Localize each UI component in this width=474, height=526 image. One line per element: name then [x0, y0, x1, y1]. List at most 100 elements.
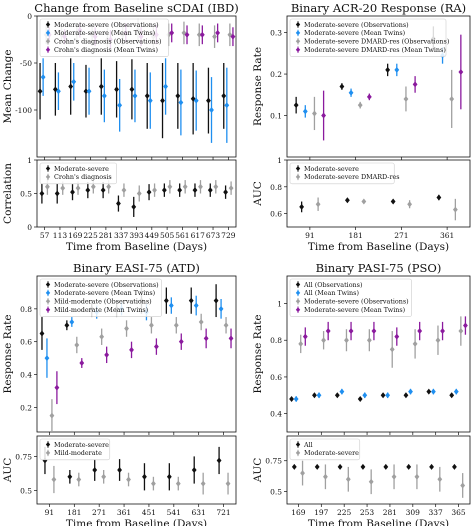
- chart-0-top-legend-box: [39, 18, 169, 57]
- chart-3-top-point: [325, 328, 331, 335]
- chart-0-top-point: [178, 99, 184, 106]
- chart-1-top-legend-box: [289, 18, 447, 57]
- chart-2-top-series-0: [39, 284, 219, 350]
- chart-0-bottom-point: [90, 183, 96, 190]
- chart-2-top-point: [44, 355, 50, 362]
- chart-2-bottom-point: [175, 480, 181, 487]
- chart-1-top-ytick-label-0: 0.1: [270, 112, 282, 121]
- chart-3-top-legend-label-0: All (Observations): [303, 281, 362, 289]
- chart-1-bottom-legend-swatch: [295, 174, 301, 180]
- chart-0-bottom-point: [70, 189, 75, 196]
- chart-2-top-point: [79, 360, 85, 367]
- chart-0-top-legend-label-2: Crohn's diagnosis (Observations): [54, 38, 161, 46]
- chart-0-bottom-point: [177, 187, 183, 194]
- chart-3-top-point: [339, 388, 345, 395]
- chart-3-top-point: [417, 328, 423, 335]
- chart-2-top-point: [193, 302, 199, 309]
- chart-3-bottom-point: [437, 476, 443, 483]
- chart-2-bottom-point: [166, 473, 172, 480]
- chart-2-top-point: [218, 305, 224, 312]
- chart-3-bottom-legend-label-0: All: [303, 441, 313, 449]
- chart-0-top-point: [224, 102, 230, 109]
- chart-3-top-point: [463, 322, 468, 329]
- chart-0-title: Change from Baseline sCDAI (IBD): [34, 1, 238, 15]
- chart-3-top-series-3: [302, 316, 468, 346]
- chart-2-top-point: [129, 346, 134, 353]
- chart-0-top-legend-label-0: Moderate-severe (Observations): [54, 21, 159, 29]
- chart-2-top-point: [49, 412, 55, 419]
- chart-1-bottom-xtick-label-0: 91: [305, 231, 315, 240]
- chart-2-bottom-legend-label-1: Mild-moderate: [54, 449, 102, 457]
- chart-0-bottom-xtick-label-3: 225: [83, 231, 98, 240]
- chart-0-bottom-point: [207, 187, 213, 194]
- chart-2-bottom-legend-box: [39, 438, 111, 461]
- chart-2-top-point: [178, 338, 184, 345]
- chart-0-top-point: [193, 97, 199, 104]
- chart-0-bottom-xtick-label-2: 169: [68, 231, 83, 240]
- chart-0-bottom-point: [85, 187, 91, 194]
- chart-2-top-point: [154, 343, 159, 350]
- chart-0-top-point: [114, 86, 119, 93]
- chart-3-bottom-point: [429, 463, 434, 470]
- chart-0-bottom-xtick-label-11: 673: [206, 231, 221, 240]
- chart-0-top-point: [83, 88, 89, 95]
- chart-3-top-point: [298, 340, 304, 347]
- chart-0-top-point: [86, 88, 92, 95]
- chart-0-top-series-0: [37, 58, 227, 139]
- chart-1-bottom-ylabel: AUC: [252, 181, 264, 206]
- chart-0-top-point: [230, 33, 236, 40]
- chart-0-bottom-point: [146, 189, 152, 196]
- chart-3-top-point: [366, 337, 372, 344]
- chart-1: Binary ACR-20 Response (RA) 0.1 0.2 0.3 Resp…: [252, 1, 471, 253]
- chart-1-bottom-ytick-label-0: 0.6: [270, 210, 282, 219]
- chart-2-xlabel: Time from Baseline (Days): [66, 518, 207, 526]
- chart-0-bottom-xtick-label-1: 113: [53, 231, 68, 240]
- chart-0-top-point: [101, 92, 107, 99]
- chart-2-bottom-legend-swatch: [45, 450, 51, 456]
- chart-1-bottom-series-0: [299, 194, 442, 213]
- chart-2-top-legend-swatch: [45, 282, 51, 287]
- chart-1-bottom-point: [361, 198, 367, 205]
- chart-3-bottom-ytick-label-1: 0.75: [265, 457, 282, 466]
- chart-0-bottom-ylabel: Correlation: [2, 163, 14, 224]
- chart-3-top-ytick-label-2: 0.8: [270, 336, 282, 345]
- chart-3-top-ytick-label-0: 0.4: [270, 410, 282, 419]
- chart-1-top-point: [348, 89, 354, 96]
- chart-2: Binary EASI-75 (ATD) 0.2 0.4 0.6 0.8 Response…: [2, 261, 237, 526]
- chart-3-top-ytick-label-3: 1: [277, 300, 282, 309]
- chart-1-bottom-point: [344, 197, 350, 204]
- chart-3-top-ytick-label-1: 0.6: [270, 373, 282, 382]
- chart-0-top-point: [71, 78, 77, 85]
- chart-3-top-point: [344, 337, 349, 344]
- chart-3-bottom-point: [314, 463, 320, 470]
- chart-2-bottom-point: [151, 480, 156, 487]
- chart-0-top-point: [147, 97, 153, 104]
- chart-0-top-point: [190, 95, 196, 102]
- chart-1-top-legend-swatch: [295, 38, 301, 44]
- chart-0-bottom-point: [192, 187, 198, 194]
- chart-0-bottom-xtick-label-5: 337: [114, 231, 129, 240]
- chart-0-top-point: [117, 102, 123, 109]
- chart-0-bottom-point: [106, 183, 112, 190]
- chart-1-top-ytick-label-1: 0.2: [270, 70, 282, 79]
- chart-2-top-point: [163, 297, 169, 304]
- chart-2-top-point: [54, 384, 60, 391]
- chart-2-top-point: [99, 333, 105, 340]
- chart-0-top-point: [169, 29, 175, 36]
- chart-1-top-point: [449, 95, 455, 102]
- chart-2-top-ytick-label-2: 0.6: [20, 338, 32, 347]
- chart-0-bottom-xtick-label-7: 449: [145, 231, 160, 240]
- chart-1-top-point: [394, 66, 400, 73]
- chart-0-top-point: [184, 31, 190, 38]
- chart-3-top-point: [453, 388, 459, 395]
- chart-2-bottom-frame: [36, 435, 237, 505]
- chart-2-title: Binary EASI-75 (ATD): [73, 261, 200, 275]
- chart-2-top-point: [124, 325, 129, 332]
- chart-3-bottom-point: [383, 463, 389, 470]
- chart-1-bottom-point: [390, 198, 396, 205]
- chart-3-top-point: [440, 328, 445, 335]
- chart-0-top-point: [221, 92, 227, 99]
- chart-3-bottom-xtick-label-1: 197: [314, 508, 329, 517]
- chart-3-top-legend-label-3: Moderate-severe (Mean Twins): [304, 306, 405, 314]
